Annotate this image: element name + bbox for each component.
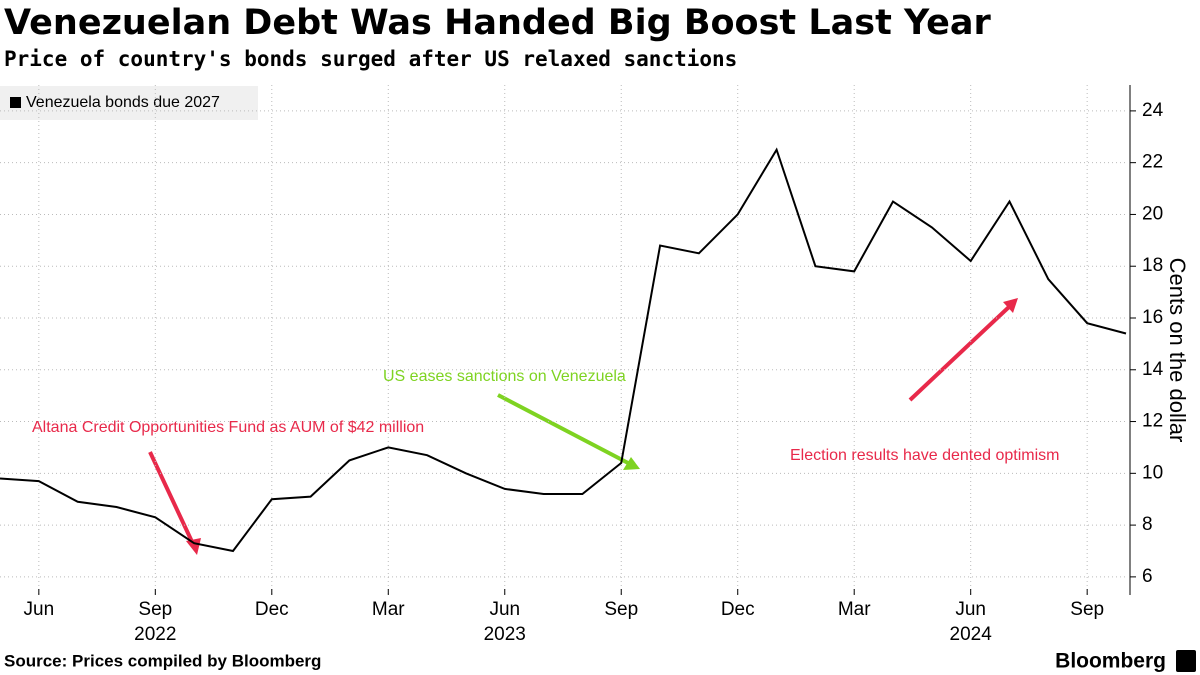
legend [0,86,258,120]
y-tick-label: 16 [1142,307,1163,328]
y-tick-label: 18 [1142,255,1163,276]
x-tick-label: Sep [604,599,638,620]
arrow [148,451,196,547]
y-tick-label: 24 [1142,100,1164,121]
arrowhead [1003,298,1018,313]
x-tick-label: Dec [255,599,289,620]
source: Source: Prices compiled by Bloomberg [4,651,321,670]
annotation: Altana Credit Opportunities Fund as AUM … [32,419,424,436]
y-tick-label: 22 [1142,152,1163,173]
y-tick-label: 6 [1142,566,1153,587]
chart-subtitle: Price of country's bonds surged after US… [4,47,737,71]
year-label: 2022 [134,624,176,645]
legend-label: Venezuela bonds due 2027 [26,94,220,111]
x-tick-label: Mar [372,599,405,620]
x-tick-label: Mar [838,599,871,620]
y-tick-label: 8 [1142,514,1153,535]
y-tick-label: 20 [1142,203,1163,224]
x-tick-label: Dec [721,599,755,620]
arrowhead [623,457,640,470]
brand-icon [1176,650,1196,672]
arrow [497,393,631,466]
y-tick-label: 14 [1142,359,1164,380]
annotation: US eases sanctions on Venezuela [383,368,626,385]
year-label: 2023 [484,624,526,645]
x-tick-label: Sep [138,599,172,620]
annotation: Election results have dented optimism [790,447,1059,464]
brand: Bloomberg [1055,650,1166,673]
line [0,147,1127,553]
chart-title: Venezuelan Debt Was Handed Big Boost Las… [4,3,992,43]
y-tick-label: 12 [1142,411,1163,432]
legend-swatch [10,97,21,108]
x-tick-label: Jun [955,599,986,620]
arrow [908,304,1012,402]
y-tick-label: 10 [1142,462,1163,483]
arrowhead [186,538,201,555]
y-axis-label: Cents on the dollar [1165,258,1190,443]
x-tick-label: Jun [24,599,55,620]
year-label: 2024 [950,624,993,645]
x-tick-label: Jun [489,599,520,620]
x-tick-label: Sep [1070,599,1104,620]
